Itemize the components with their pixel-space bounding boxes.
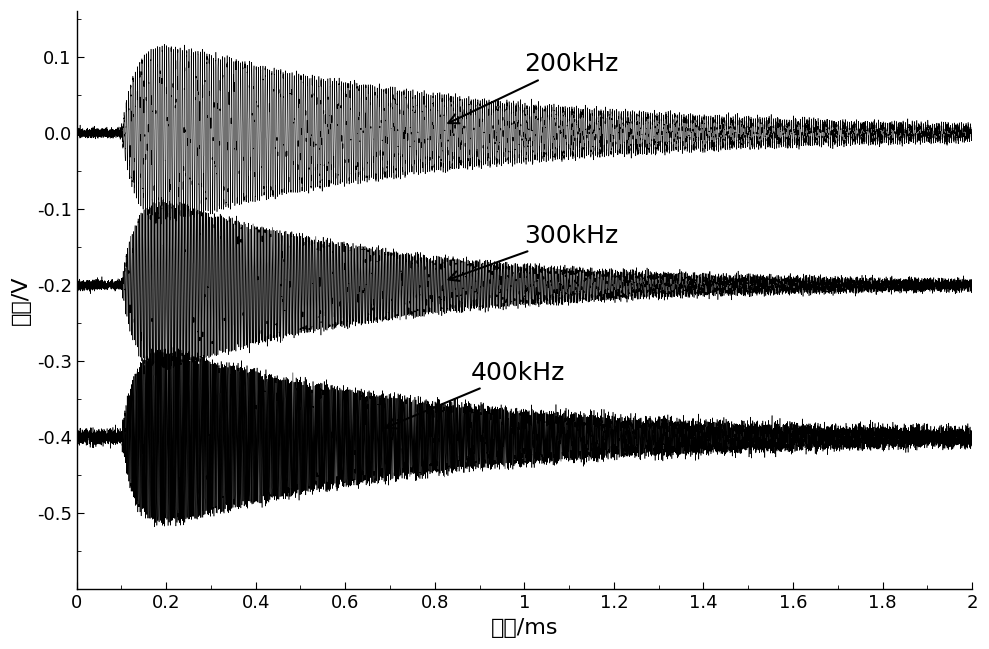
X-axis label: 时间/ms: 时间/ms bbox=[491, 618, 558, 638]
Text: 200kHz: 200kHz bbox=[448, 53, 619, 123]
Text: 300kHz: 300kHz bbox=[449, 224, 618, 281]
Text: 400kHz: 400kHz bbox=[386, 361, 565, 428]
Y-axis label: 电压/V: 电压/V bbox=[11, 276, 31, 325]
